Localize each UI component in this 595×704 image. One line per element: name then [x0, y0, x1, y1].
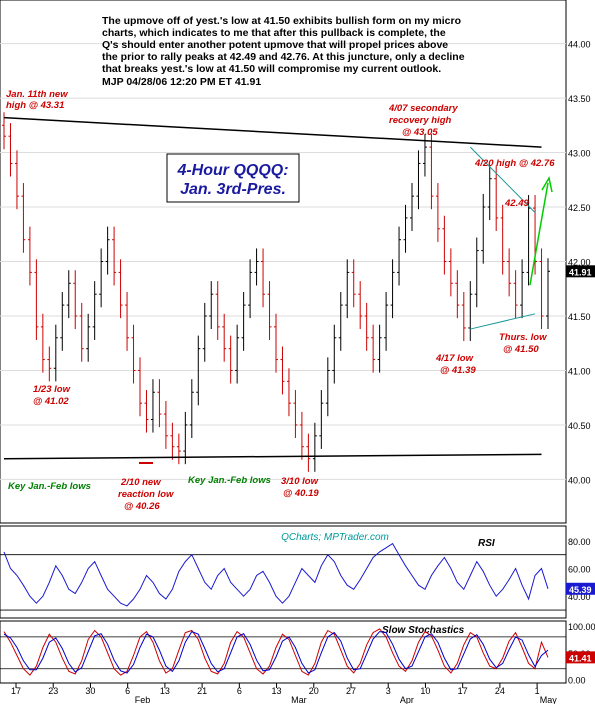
x-month-label: Apr	[400, 695, 414, 704]
annotation: 42.49	[504, 198, 529, 209]
x-tick-label: 23	[48, 686, 58, 696]
trendlines	[3, 116, 542, 460]
stochastics-tick-label: 100.00	[568, 622, 595, 632]
rsi-line	[3, 542, 549, 607]
price-tick-label: 42.50	[568, 203, 591, 213]
x-tick-label: 17	[11, 686, 21, 696]
price-tick-label: 40.00	[568, 475, 591, 485]
x-tick-label: 10	[420, 686, 430, 696]
watermark: QCharts; MPTrader.com	[281, 532, 389, 543]
x-month-label: Mar	[291, 695, 307, 704]
annotation: Thurs. low	[499, 332, 547, 343]
rsi-title: RSI	[478, 538, 495, 549]
price-gridlines: 40.00 40.50 41.00 41.50 42.00 42.50 43.00 43.50…	[0, 40, 595, 485]
x-month-label: Feb	[135, 695, 151, 704]
price-tick-label: 43.50	[568, 94, 591, 104]
annotation: @ 40.26	[124, 501, 160, 512]
annotation: @ 41.02	[33, 396, 69, 407]
price-tick-label: 41.00	[568, 366, 591, 376]
price-panel: 40.00 40.50 41.00 41.50 42.00 42.50 43.00 43.50…	[0, 0, 595, 524]
annotation: 3/10 low	[281, 476, 319, 487]
annotation: 4/07 secondary	[388, 103, 458, 114]
annotation: @ 41.50	[503, 344, 539, 355]
commentary-line-6: MJP 04/28/06 12:20 PM ET 41.91	[102, 76, 261, 88]
rsi-series-line	[3, 542, 549, 607]
x-tick-label: 6	[125, 686, 130, 696]
rsi-tick-label: 40.00	[568, 592, 591, 602]
upper-trendline	[3, 116, 542, 148]
channel-top	[469, 146, 536, 213]
annotation: Jan. 11th new	[6, 89, 68, 100]
stochastics-title: Slow Stochastics	[382, 625, 465, 636]
commentary-line-5: that breaks yest.'s low at 41.50 will co…	[102, 63, 441, 75]
stochastics-tick-label: 0.00	[568, 675, 586, 685]
annotation: 4/17 low	[435, 353, 474, 364]
projection-arrow	[529, 175, 553, 286]
x-tick-label: 3	[386, 686, 391, 696]
rsi-last-label: 45.39	[569, 585, 592, 595]
annotation: @ 40.19	[283, 488, 319, 499]
annotation: 2/10 new	[120, 477, 161, 488]
annotation: reaction low	[118, 489, 174, 500]
annotation: @ 41.39	[440, 365, 476, 376]
x-tick-label: 17	[458, 686, 468, 696]
x-tick-label: 1	[535, 686, 540, 696]
commentary-line-2: charts, which indicates to me that after…	[102, 27, 446, 39]
annotation: 4/20 high @ 42.76	[474, 158, 555, 169]
annotation: Key Jan.-Feb lows	[8, 481, 91, 492]
x-month-label: May	[540, 695, 558, 704]
commentary-line-1: The upmove off of yest.'s low at 41.50 e…	[102, 15, 461, 27]
rsi-tick-label: 80.00	[568, 537, 591, 547]
x-tick-label: 13	[272, 686, 282, 696]
price-tick-label: 44.00	[568, 40, 591, 50]
x-tick-label: 24	[495, 686, 505, 696]
chart-subtitle: Jan. 3rd-Pres.	[180, 181, 286, 198]
rsi-tick-label: 60.00	[568, 565, 591, 575]
lower-trendline	[3, 453, 542, 460]
stochastics-series-line	[3, 630, 549, 674]
price-candles	[2, 112, 550, 472]
rsi-last-marker	[566, 582, 595, 595]
x-tick-label: 13	[160, 686, 170, 696]
commentary-text: The upmove off of yest.'s low at 41.50 e…	[102, 15, 465, 88]
price-tick-label: 40.50	[568, 421, 591, 431]
annotation: recovery high	[389, 115, 451, 126]
x-tick-label: 21	[197, 686, 207, 696]
price-tick-label: 41.50	[568, 312, 591, 322]
commentary-line-3: Q's should enter another potent upmove t…	[102, 39, 448, 51]
annotation: @ 43.05	[402, 127, 438, 138]
price-annotations: Jan. 11th new high @ 43.31 1/23 low @ 41…	[6, 89, 555, 512]
x-tick-label: 30	[85, 686, 95, 696]
annotation: 1/23 low	[33, 384, 71, 395]
stochastics-last-marker	[566, 651, 595, 664]
rsi-panel: 40.00 60.00 80.00 45.39 QCharts; MPTrader.c…	[0, 525, 595, 619]
x-tick-label: 20	[309, 686, 319, 696]
last-price-label: 41.91	[569, 267, 592, 277]
last-price-marker	[566, 265, 595, 278]
annotation: Key Jan.-Feb lows	[188, 475, 271, 486]
stochastics-lines	[3, 628, 549, 676]
chart-title: 4-Hour QQQQ:	[176, 162, 288, 179]
chart-title-box: 4-Hour QQQQ: Jan. 3rd-Pres.	[166, 153, 300, 203]
stochastics-series-line	[3, 628, 549, 676]
stochastics-last-label: 41.41	[569, 653, 592, 663]
price-tick-label: 42.00	[568, 258, 591, 268]
rsi-gridlines: 40.00 60.00 80.00 45.39	[0, 537, 595, 611]
x-tick-label: 6	[237, 686, 242, 696]
channel-bottom	[470, 313, 536, 330]
price-tick-label: 43.00	[568, 149, 591, 159]
x-axis: 17 23 30 6 13 21 6 13 20 27 3 10 17 24 1 Feb Mar Apr May	[11, 683, 557, 704]
x-tick-label: 27	[346, 686, 356, 696]
commentary-line-4: the prior to rally peaks at 42.49 and 42…	[102, 51, 465, 63]
annotation: high @ 43.31	[6, 100, 64, 111]
